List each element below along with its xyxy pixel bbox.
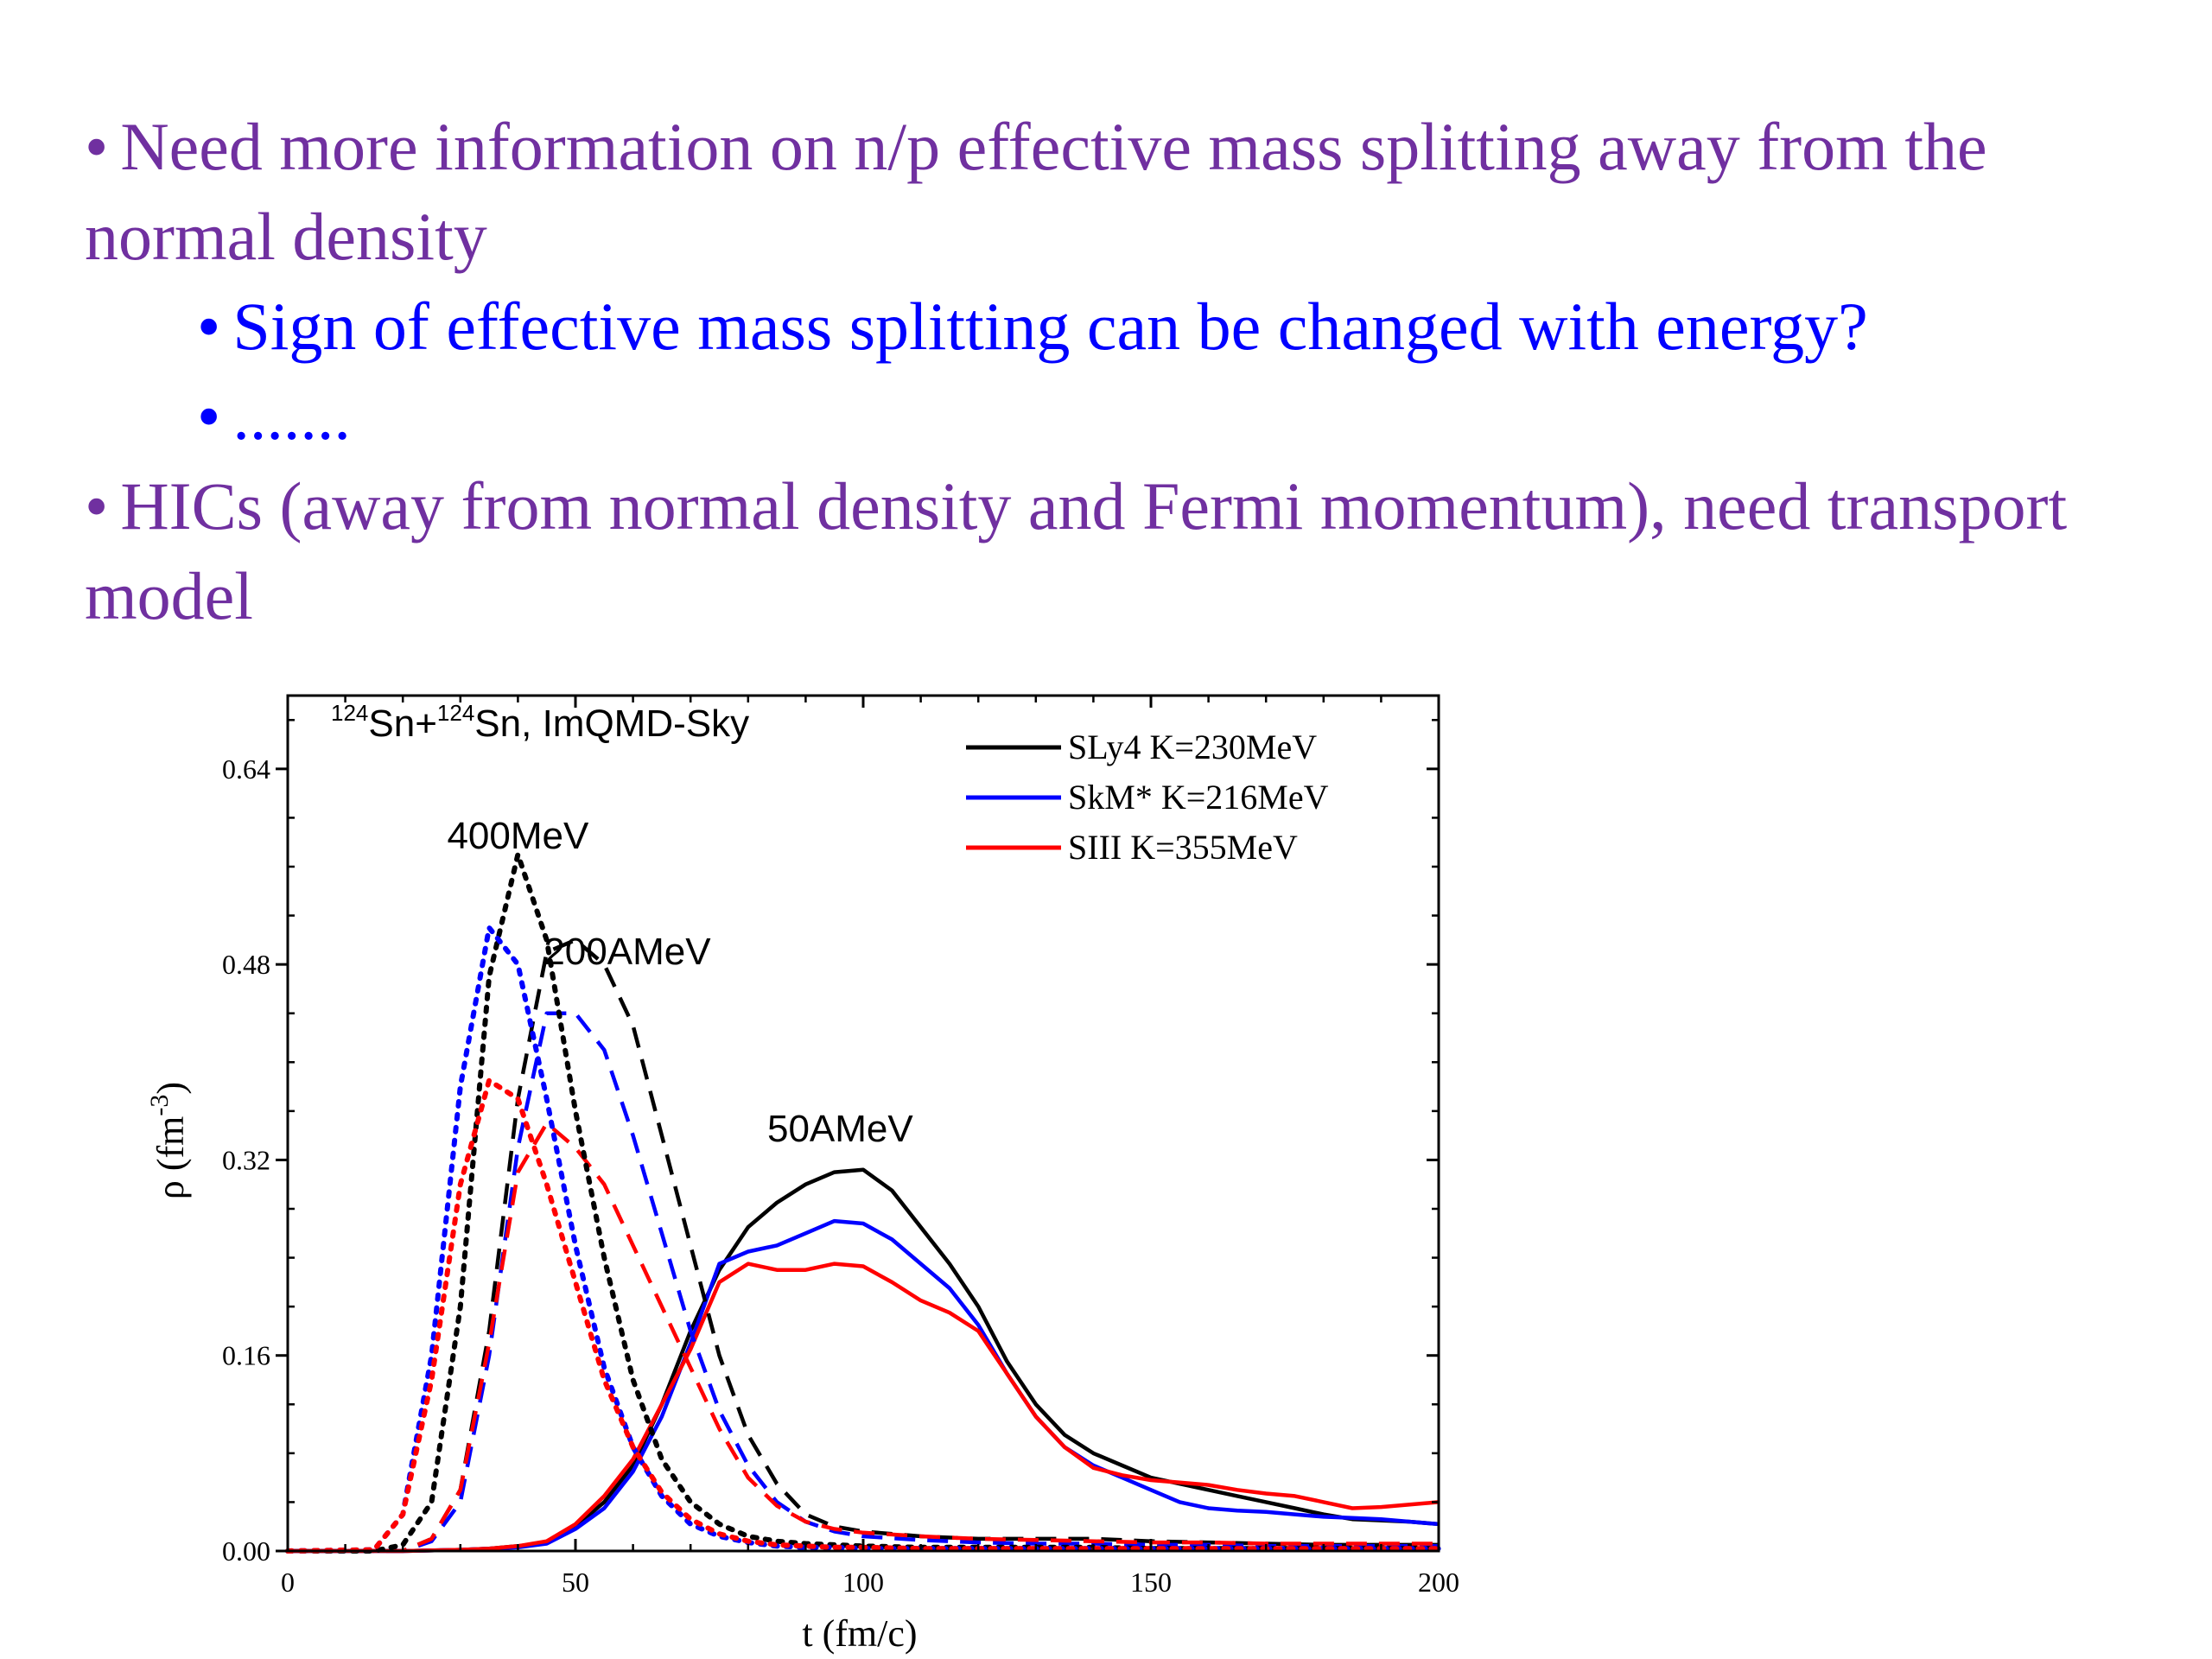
series-line — [285, 851, 1441, 1554]
bullet-item: • Sign of effective mass splitting can be… — [85, 282, 2158, 372]
x-tick-label: 100 — [842, 1567, 884, 1598]
y-axis-label-main: ρ (fm — [149, 1116, 192, 1200]
series-line — [288, 1218, 1440, 1554]
series-line — [285, 925, 1441, 1554]
density-chart: 0 50 100 150 200 0.00 0.16 0.32 0.48 0.64 124Sn+1… — [145, 694, 1459, 1655]
legend-label: SIII K=355MeV — [1068, 828, 1298, 867]
bullet-item: •....... — [85, 372, 2158, 461]
y-tick-label: 0.32 — [222, 1144, 270, 1175]
chart-title-part: Sn, ImQMD-Sky — [474, 702, 749, 745]
x-tick-label: 0 — [281, 1567, 295, 1598]
y-axis-label-sup: -3 — [145, 1095, 174, 1116]
y-axis-label-end: ) — [149, 1082, 192, 1095]
slide-bullets: • Need more information on n/p effective … — [85, 102, 2158, 641]
bullet-item: • HICs (away from normal density and Ferm… — [85, 461, 2158, 641]
bullet-marker: • — [85, 468, 109, 543]
curve-annotation: 50AMeV — [767, 1108, 913, 1150]
tick-layer: 0 50 100 150 200 0.00 0.16 0.32 0.48 0.64 — [222, 696, 1459, 1598]
series-line — [285, 1077, 1441, 1554]
legend: SLy4 K=230MeV SkM* K=216MeV SIII K=355MeV — [966, 728, 1329, 867]
x-axis-label: t (fm/c) — [802, 1612, 917, 1655]
bullet-marker: • — [197, 289, 221, 364]
chart-title-sup: 124 — [437, 700, 474, 726]
series-line — [288, 1121, 1439, 1554]
series-line — [288, 1262, 1440, 1554]
bullet-text: ....... — [232, 378, 351, 454]
curve-annotation: 400MeV — [447, 815, 589, 857]
x-tick-label: 200 — [1418, 1567, 1459, 1598]
chart-title-sup: 124 — [331, 700, 368, 726]
annotation-layer: 400MeV 200AMeV 50AMeV — [447, 815, 913, 1150]
chart-title-part: Sn+ — [368, 702, 437, 745]
legend-label: SkM* K=216MeV — [1068, 778, 1329, 817]
legend-label: SLy4 K=230MeV — [1068, 728, 1317, 766]
bullet-marker: • — [197, 378, 221, 454]
y-tick-label: 0.48 — [222, 949, 270, 980]
y-tick-label: 0.64 — [222, 753, 270, 785]
y-tick-label: 0.00 — [222, 1535, 270, 1567]
curve-annotation: 200AMeV — [543, 931, 711, 973]
bullet-text: Sign of effective mass splitting can be … — [232, 289, 1868, 364]
chart-title: 124Sn+124Sn, ImQMD-Sky — [331, 700, 749, 745]
x-tick-label: 50 — [562, 1567, 589, 1598]
y-axis-label: ρ (fm-3) — [145, 1082, 192, 1199]
x-tick-label: 150 — [1130, 1567, 1172, 1598]
bullet-text: HICs (away from normal density and Fermi… — [85, 468, 2068, 633]
bullet-marker: • — [85, 109, 109, 184]
series-line — [288, 938, 1439, 1554]
bullet-item: • Need more information on n/p effective … — [85, 102, 2158, 282]
series-line — [288, 1011, 1439, 1554]
bullet-text: Need more information on n/p effective m… — [85, 109, 1987, 274]
series-layer — [285, 851, 1441, 1554]
y-tick-label: 0.16 — [222, 1340, 270, 1371]
series-line — [288, 1167, 1440, 1554]
